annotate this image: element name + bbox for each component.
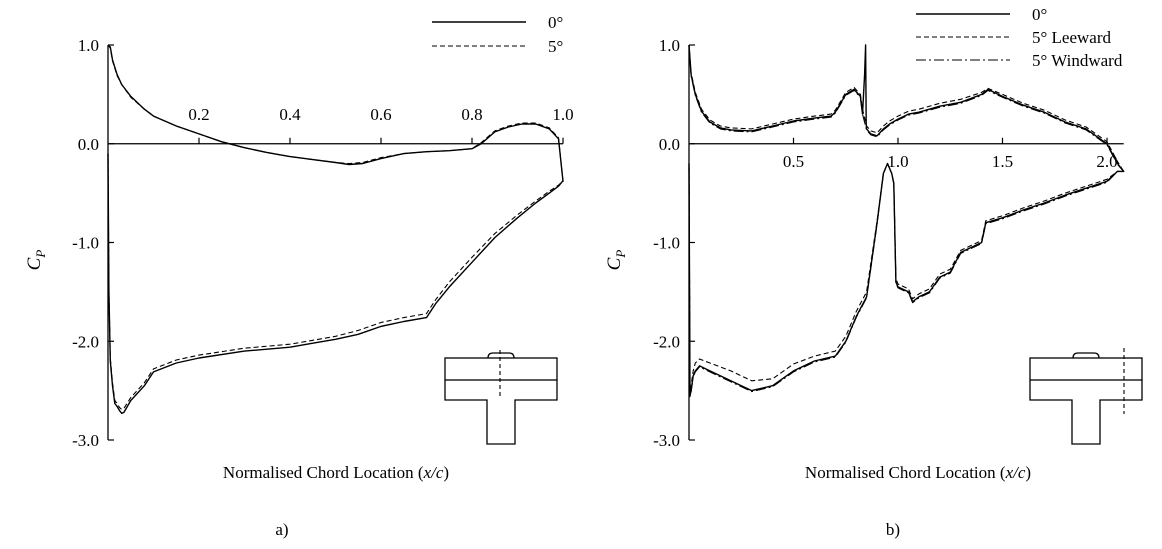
panel-a-series-1-line <box>107 44 564 410</box>
panel-a-x-tick-label: 0.4 <box>279 105 301 124</box>
panel-b-caption: b) <box>886 520 900 539</box>
panel-b-diagram-dome <box>1072 352 1100 359</box>
panel-a-x-tick-label: 0.2 <box>188 105 209 124</box>
panel-b-airfoil-diagram <box>1029 348 1143 445</box>
panel-b-legend-label-2: 5° Windward <box>1032 51 1123 70</box>
panel-b-ylabel-main: C <box>604 257 625 270</box>
panel-a-y-tick-label: 1.0 <box>78 36 99 55</box>
panel-b-y-tick-label: -1.0 <box>653 234 680 253</box>
panel-a-x-tick-label: 1.0 <box>552 105 573 124</box>
panel-a-y-tick-label: 0.0 <box>78 135 99 154</box>
panel-a-x-tick-label: 0.8 <box>461 105 482 124</box>
panel-b-legend-label-1: 5° Leeward <box>1032 28 1112 47</box>
panel-b-y-tick-label: -3.0 <box>653 431 680 450</box>
panel-a-diagram-dome <box>487 352 515 359</box>
panel-b-series-1-line <box>688 44 1125 392</box>
panel-b-x-tick-label: 0.5 <box>783 152 804 171</box>
panel-b: 1.0 0.0 -1.0 -2.0 -3.0 0.5 1.0 1.5 2.0 0° 5° Leew… <box>604 5 1143 539</box>
panel-a-caption: a) <box>275 520 288 539</box>
panel-a-xlabel: Normalised Chord Location (x/c) <box>223 463 449 482</box>
panel-b-xlabel: Normalised Chord Location (x/c) <box>805 463 1031 482</box>
panel-b-legend-label-0: 0° <box>1032 5 1047 24</box>
panel-b-x-tick-label: 2.0 <box>1096 152 1117 171</box>
panel-b-x-tick-label: 1.0 <box>887 152 908 171</box>
panel-a-x-tick-label: 0.6 <box>370 105 391 124</box>
panel-b-axes: 1.0 0.0 -1.0 -2.0 -3.0 0.5 1.0 1.5 2.0 <box>653 36 1124 450</box>
panel-a-axes: 1.0 0.0 -1.0 -2.0 -3.0 0.2 0.4 0.6 0.8 1.0 <box>72 36 574 450</box>
panel-a-y-tick-label: -3.0 <box>72 431 99 450</box>
panel-b-xlabel-part-2: x/c <box>1005 463 1026 482</box>
panel-a-xlabel-part-3: ) <box>443 463 449 482</box>
panel-b-xlabel-part-1: Normalised Chord Location ( <box>805 463 1006 482</box>
panel-a: 1.00.0-1.0-2.0-3.00.2 0.4 0.6 0.8 1.0 0°5° C… <box>24 13 574 539</box>
panel-a-y-tick-label: -1.0 <box>72 234 99 253</box>
panel-a-ylabel-sub: P <box>33 250 48 259</box>
panel-b-series-2-line <box>688 44 1125 398</box>
panel-a-ylabel: CP <box>24 250 48 271</box>
panel-a-diagram-top-plate <box>444 357 558 381</box>
panel-b-x-tick-label: 1.5 <box>992 152 1013 171</box>
panel-b-y-tick-label: 0.0 <box>659 135 680 154</box>
panel-b-ylabel: CP <box>604 250 628 271</box>
panel-b-xlabel-part-3: ) <box>1025 463 1031 482</box>
panel-a-series <box>107 44 564 414</box>
panel-b-diagram-lower-body <box>1029 380 1143 445</box>
panel-a-y-tick-label: -2.0 <box>72 332 99 351</box>
panel-b-y-tick-label: 1.0 <box>659 36 680 55</box>
panel-a-ylabel-main: C <box>24 257 45 270</box>
panel-a-legend-label-0: 0° <box>548 13 563 32</box>
panel-b-y-tick-label: -2.0 <box>653 332 680 351</box>
panel-b-series <box>688 44 1125 398</box>
panel-a-diagram-lower-body <box>444 380 558 445</box>
panel-a-legend: 0°5° <box>432 13 563 56</box>
panel-a-legend-label-1: 5° <box>548 37 563 56</box>
panel-a-xlabel-part-1: Normalised Chord Location ( <box>223 463 424 482</box>
panel-a-airfoil-diagram <box>444 350 558 445</box>
panel-b-series-0-line <box>688 44 1125 397</box>
panel-a-xlabel-part-2: x/c <box>423 463 444 482</box>
panel-b-ylabel-sub: P <box>613 250 628 259</box>
panel-b-diagram-top-plate <box>1029 357 1143 381</box>
panel-b-legend: 0° 5° Leeward 5° Windward <box>916 5 1123 70</box>
